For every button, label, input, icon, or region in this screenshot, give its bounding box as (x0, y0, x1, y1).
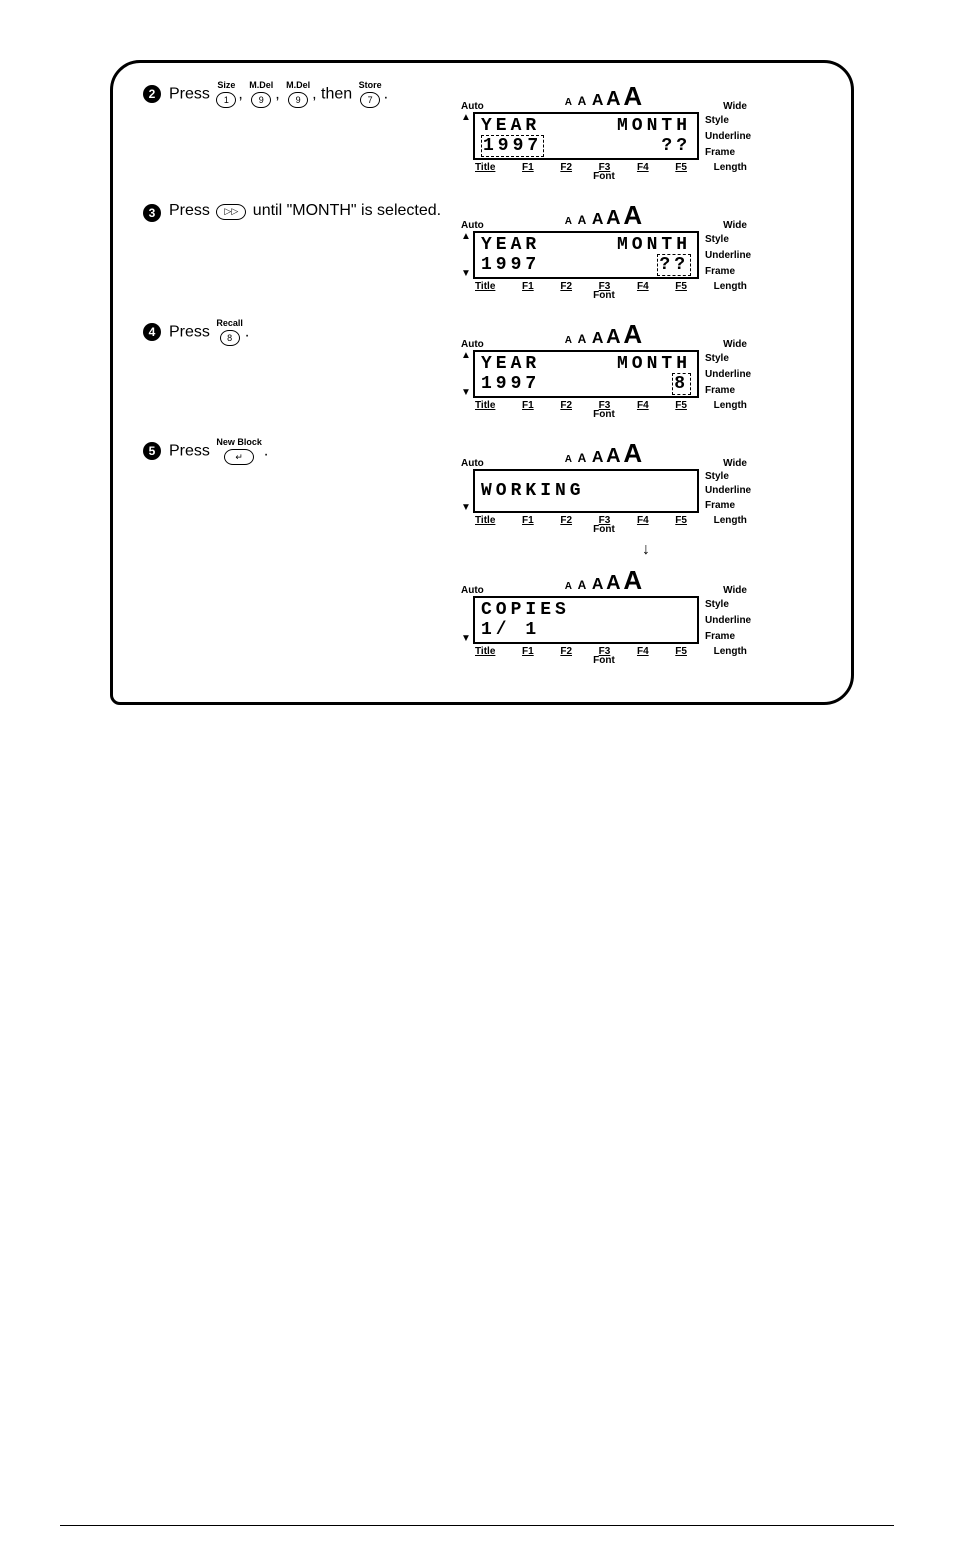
step-5: 5 Press New Block ↵ . Auto A A A A A Wid… (143, 438, 833, 666)
page-footer-rule (60, 1525, 894, 1526)
key-mdel: M.Del 9 (286, 81, 310, 108)
step-bullet: 4 (143, 323, 161, 341)
step-text: Press New Block ↵ . (169, 438, 268, 465)
key-new-block: New Block ↵ (216, 438, 262, 465)
step-text: Press Recall 8 . (169, 319, 249, 346)
instruction-panel: 2 Press Size 1 , M.Del 9 , M.Del 9 , the… (110, 60, 854, 705)
lcd-display-1: Auto A A A A A Wide ▲ YEARMONTH 1997?? S… (459, 81, 749, 182)
step-bullet: 2 (143, 85, 161, 103)
step-text: Press Size 1 , M.Del 9 , M.Del 9 , then (169, 81, 388, 108)
lcd-display-3: Auto A A A A A Wide ▲▼ YEARMONTH 1997 8 … (459, 319, 749, 420)
key-size: Size 1 (216, 81, 236, 108)
lcd-display-2: Auto A A A A A Wide ▲▼ YEARMONTH 1997?? … (459, 200, 749, 301)
step-text: Press ▷▷ until "MONTH" is selected. (169, 200, 441, 222)
key-right-arrow: ▷▷ (216, 202, 246, 220)
lcd-display-5: Auto A A A A A Wide ▼ COPIES 1/ 1 Style … (459, 565, 749, 666)
lcd-display-4: Auto A A A A A Wide ▼ WORKING Style Unde… (459, 438, 749, 535)
step-bullet: 3 (143, 204, 161, 222)
manual-page: 2 Press Size 1 , M.Del 9 , M.Del 9 , the… (0, 0, 954, 1225)
step-4: 4 Press Recall 8 . Auto A A A A A Wide (143, 319, 833, 420)
key-store: Store 7 (359, 81, 382, 108)
step-2: 2 Press Size 1 , M.Del 9 , M.Del 9 , the… (143, 81, 833, 182)
key-recall: Recall 8 (216, 319, 243, 346)
arrow-down-icon: ↓ (459, 541, 833, 559)
step-bullet: 5 (143, 442, 161, 460)
key-mdel: M.Del 9 (249, 81, 273, 108)
step-3: 3 Press ▷▷ until "MONTH" is selected. Au… (143, 200, 833, 301)
